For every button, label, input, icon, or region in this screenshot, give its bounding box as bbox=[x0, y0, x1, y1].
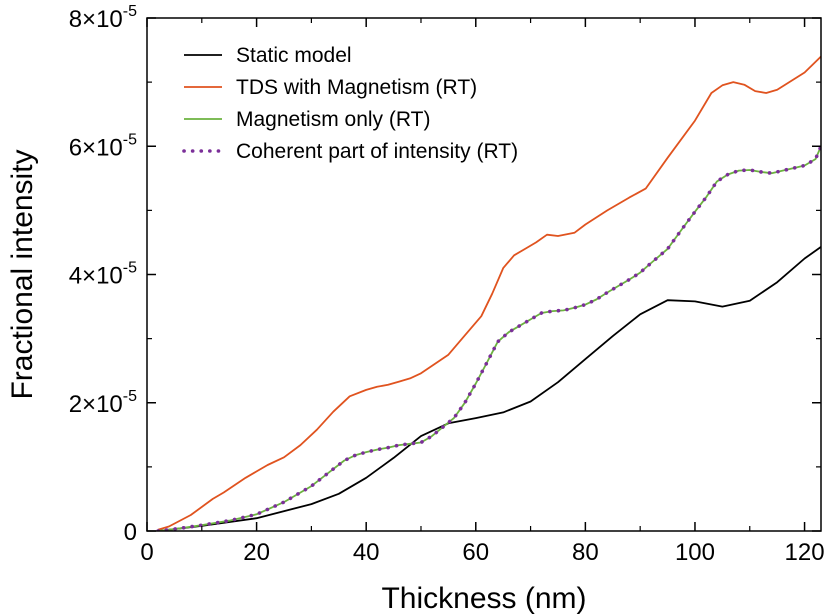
series-line-1 bbox=[157, 55, 821, 531]
legend-label: Static model bbox=[236, 44, 352, 67]
legend-label: Magnetism only (RT) bbox=[236, 108, 431, 131]
series-layer bbox=[156, 55, 821, 531]
x-tick-label: 100 bbox=[675, 539, 715, 566]
y-tick-label: 8×10-5 bbox=[69, 3, 137, 33]
x-tick-label: 120 bbox=[785, 539, 825, 566]
x-tick-label: 20 bbox=[243, 539, 270, 566]
y-tick-label: 2×10-5 bbox=[69, 388, 137, 418]
series-line-2 bbox=[157, 145, 821, 531]
series-line-0 bbox=[157, 246, 821, 531]
x-tick-label: 60 bbox=[462, 539, 489, 566]
ticks-layer: 0 20 40 60 80 100 120 0 2×10-5 4×10-5 6×10-5 8×10-5 bbox=[69, 3, 825, 566]
x-axis-title: Thickness (nm) bbox=[381, 582, 586, 615]
y-axis-title: Fractional intensity bbox=[6, 149, 39, 399]
y-tick-label: 0 bbox=[124, 519, 137, 546]
x-tick-label: 40 bbox=[353, 539, 380, 566]
x-tick-label: 80 bbox=[572, 539, 599, 566]
legend-label: Coherent part of intensity (RT) bbox=[236, 140, 518, 163]
legend: Static model TDS with Magnetism (RT) Magne… bbox=[182, 44, 518, 163]
y-tick-label: 4×10-5 bbox=[69, 260, 137, 290]
y-tick-label: 6×10-5 bbox=[69, 131, 137, 161]
x-tick-label: 0 bbox=[140, 539, 153, 566]
legend-label: TDS with Magnetism (RT) bbox=[236, 76, 477, 99]
